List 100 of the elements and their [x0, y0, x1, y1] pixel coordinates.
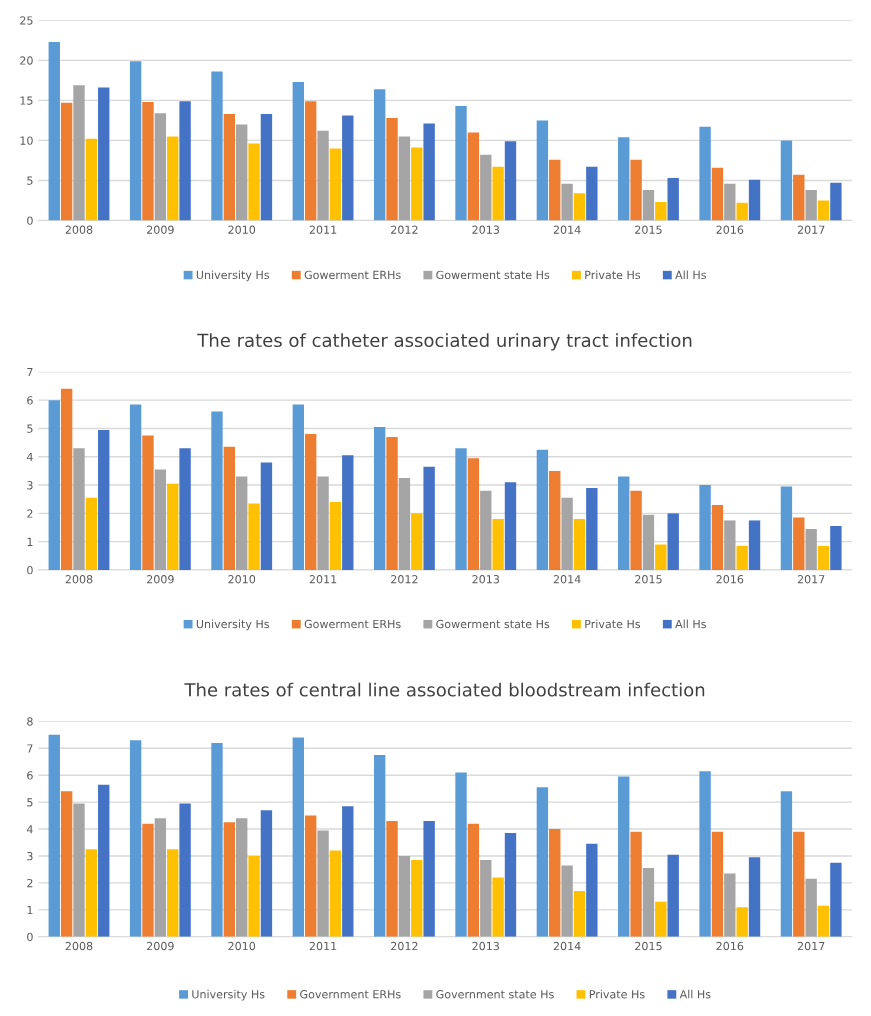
- legend-label: Private Hs: [589, 989, 645, 999]
- bar: [423, 123, 435, 221]
- bar: [179, 803, 191, 937]
- bar: [780, 791, 793, 937]
- bar: [305, 434, 317, 570]
- bar: [129, 404, 142, 570]
- bar: [386, 820, 398, 937]
- y-tick-label: 0: [27, 565, 33, 575]
- bar: [292, 404, 305, 570]
- bar: [317, 130, 329, 221]
- bar: [342, 115, 354, 221]
- legend-label: All Hs: [675, 619, 706, 629]
- bar: [655, 901, 667, 937]
- bar: [467, 132, 480, 221]
- y-tick-label: 2: [27, 878, 33, 888]
- y-tick-label: 20: [20, 56, 33, 65]
- x-tick-label: 2010: [228, 575, 256, 584]
- bar: [467, 823, 480, 937]
- x-tick-label: 2015: [635, 225, 662, 234]
- bar: [699, 771, 711, 937]
- bar: [655, 202, 667, 221]
- bar: [711, 504, 724, 570]
- bar: [342, 455, 354, 570]
- y-tick-label: 1: [27, 537, 33, 546]
- bar: [260, 810, 273, 937]
- bar: [305, 815, 317, 937]
- x-tick-label: 2017: [797, 575, 825, 584]
- x-tick-label: 2009: [147, 941, 174, 951]
- bar: [398, 855, 411, 937]
- y-tick-label: 25: [20, 16, 33, 25]
- bar: [667, 178, 679, 221]
- bar: [480, 860, 492, 937]
- bar: [504, 833, 517, 937]
- legend-label: All Hs: [679, 989, 711, 999]
- bar: [305, 101, 317, 221]
- legend-label: Private Hs: [585, 619, 641, 629]
- bar: [248, 855, 260, 937]
- bar: [167, 849, 179, 937]
- x-tick-label: 2012: [391, 941, 418, 951]
- bar: [711, 167, 724, 221]
- x-tick-label: 2008: [65, 941, 93, 951]
- x-tick-label: 2012: [391, 575, 418, 584]
- legend-label: Government state Hs: [436, 990, 554, 999]
- bar: [329, 850, 342, 937]
- bar: [211, 411, 223, 570]
- y-tick-label: 2: [27, 509, 33, 518]
- bar: [48, 41, 60, 221]
- bar: [480, 154, 492, 221]
- bar: [549, 470, 561, 570]
- bar: [167, 136, 179, 221]
- bar: [780, 486, 793, 570]
- bar: [736, 907, 748, 937]
- x-tick-label: 2017: [797, 941, 825, 951]
- legend-label: University Hs: [196, 619, 270, 631]
- bar: [724, 183, 736, 221]
- bar: [411, 860, 423, 937]
- y-tick-label: 10: [20, 136, 33, 145]
- bar: [398, 477, 411, 570]
- bar: [142, 101, 154, 221]
- bar: [260, 113, 273, 221]
- bar: [223, 113, 236, 221]
- bar: [60, 102, 73, 221]
- y-tick-label: 6: [27, 396, 33, 405]
- bar: [236, 124, 248, 221]
- bar: [536, 787, 549, 937]
- bar: [211, 742, 223, 937]
- bar: [386, 117, 398, 221]
- bar: [805, 878, 817, 937]
- bar: [573, 193, 586, 221]
- legend-label: Private Hs: [585, 270, 641, 280]
- bar: [748, 520, 761, 570]
- bar: [317, 830, 329, 937]
- bar: [573, 519, 586, 570]
- bar: [504, 482, 517, 570]
- bar: [586, 843, 598, 937]
- bar: [292, 737, 305, 937]
- bar: [492, 519, 504, 570]
- bar: [586, 166, 598, 221]
- y-tick-label: 8: [27, 717, 33, 726]
- y-tick-label: 4: [26, 452, 33, 461]
- bar: [223, 822, 236, 937]
- bar: [373, 89, 386, 221]
- bar: [748, 857, 761, 937]
- bar: [549, 159, 561, 221]
- y-tick-label: 5: [27, 424, 33, 433]
- y-tick-label: 5: [27, 176, 33, 185]
- bar: [73, 803, 85, 937]
- bar: [711, 831, 724, 937]
- bar: [98, 429, 110, 570]
- bar: [154, 469, 167, 570]
- bar: [817, 545, 830, 570]
- bar: [793, 174, 805, 221]
- bar: [618, 476, 630, 570]
- bar: [817, 200, 830, 221]
- bar: [805, 528, 817, 570]
- x-tick-label: 2008: [65, 575, 93, 584]
- bar: [642, 868, 655, 937]
- bar: [48, 734, 60, 937]
- legend-label: University Hs: [192, 989, 265, 1001]
- bar: [129, 740, 142, 937]
